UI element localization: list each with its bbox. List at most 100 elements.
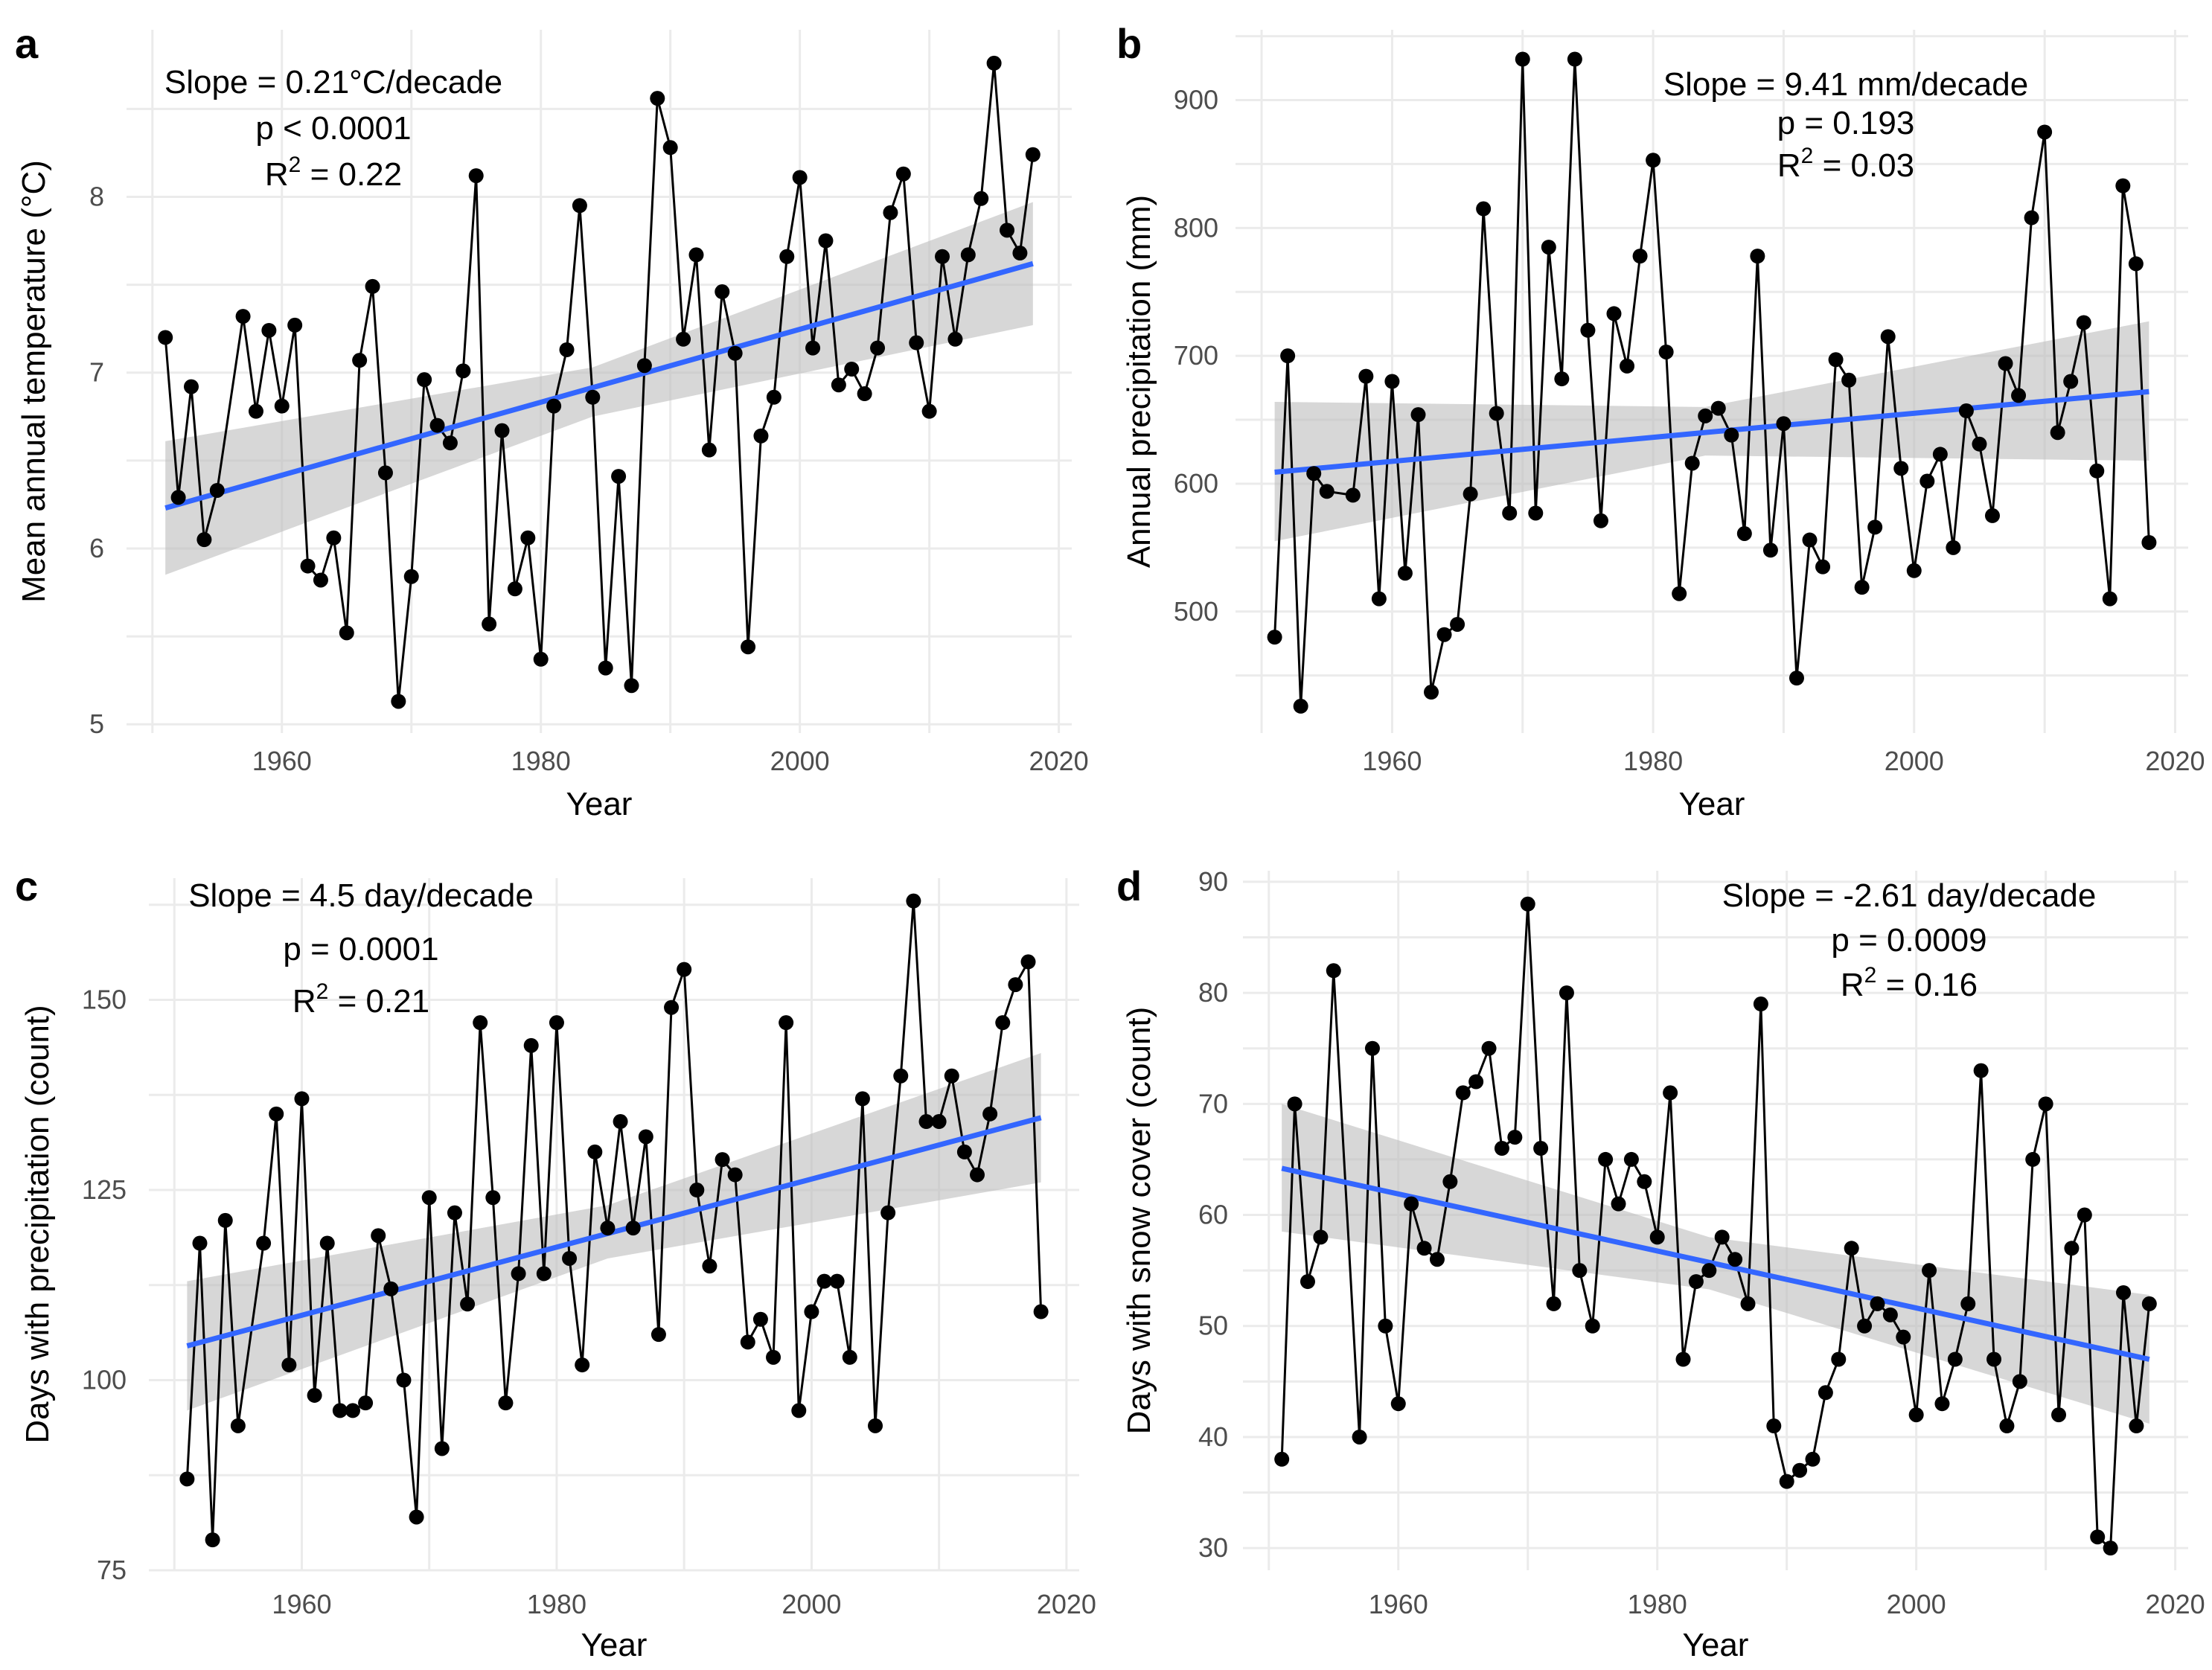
data-point (1841, 372, 1857, 388)
data-point (2115, 178, 2131, 193)
data-point (689, 1183, 705, 1198)
data-point (1986, 1351, 2002, 1367)
data-point (752, 1311, 768, 1327)
data-point (417, 372, 432, 388)
p-annotation: p < 0.0001 (255, 110, 411, 147)
data-point (829, 1273, 845, 1289)
data-point (1546, 1296, 1561, 1311)
data-point (1293, 698, 1308, 714)
data-point (918, 1114, 934, 1130)
data-point (1424, 685, 1439, 700)
data-point (1397, 566, 1413, 581)
data-point (779, 249, 795, 264)
data-point (857, 386, 872, 402)
y-tick-label: 700 (1174, 340, 1218, 371)
data-point (1750, 249, 1765, 264)
data-point (1736, 525, 1752, 541)
data-point (624, 678, 639, 694)
data-point (1012, 246, 1028, 261)
data-point (507, 581, 522, 597)
y-tick-label: 70 (1198, 1088, 1228, 1119)
data-point (1442, 1174, 1458, 1189)
data-point (1688, 1274, 1704, 1290)
data-point (1559, 985, 1574, 1001)
data-point (1922, 1263, 1937, 1279)
data-point (921, 403, 937, 419)
data-point (702, 1258, 717, 1274)
data-point (1999, 1418, 2015, 1434)
data-point (1663, 1085, 1678, 1101)
data-point (396, 1372, 412, 1388)
data-point (562, 1250, 578, 1266)
data-point (1593, 513, 1608, 528)
data-point (982, 1106, 998, 1122)
data-point (1390, 1396, 1406, 1412)
data-point (1714, 1229, 1730, 1245)
data-point (1429, 1252, 1445, 1267)
data-point (170, 490, 186, 505)
data-point (1384, 374, 1400, 389)
panel-label: d (1116, 863, 1142, 909)
y-tick-label: 800 (1174, 212, 1218, 243)
data-point (1973, 1063, 1989, 1078)
data-point (536, 1266, 552, 1282)
slope-annotation: Slope = 0.21°C/decade (164, 64, 502, 100)
data-point (2141, 1296, 2157, 1311)
x-tick-label: 1960 (252, 746, 312, 776)
data-point (1960, 1296, 1976, 1311)
data-point (2103, 1541, 2118, 1556)
data-point (339, 625, 354, 641)
data-point (1919, 473, 1935, 489)
trend-line (164, 260, 1034, 511)
data-point (1274, 1451, 1290, 1467)
y-tick-label: 30 (1198, 1532, 1228, 1563)
data-point (662, 140, 678, 156)
data-point (1520, 896, 1535, 912)
data-point (1580, 322, 1596, 338)
data-point (1844, 1241, 1859, 1256)
r2-letter: R (293, 983, 316, 1020)
y-tick-label: 80 (1198, 977, 1228, 1008)
data-point (906, 893, 921, 909)
y-tick-label: 100 (82, 1365, 127, 1395)
data-point (482, 616, 497, 632)
x-axis-title: Year (566, 786, 633, 822)
data-point (895, 166, 911, 182)
data-point (494, 423, 510, 438)
panel-label: b (1116, 20, 1142, 67)
data-point (701, 442, 717, 458)
slope-annotation: Slope = 9.41 mm/decade (1663, 66, 2028, 103)
data-point (1637, 1174, 1652, 1189)
data-point (1481, 1040, 1497, 1056)
panel-b: 500 600 700 800 900 1960 1980 2000 2020 Year Annua… (1116, 20, 2205, 822)
data-point (217, 1212, 233, 1228)
data-point (960, 247, 976, 263)
data-point (403, 569, 419, 584)
data-point (766, 389, 781, 405)
x-axis-title: Year (1679, 786, 1745, 822)
data-point (2129, 1418, 2144, 1434)
data-point (2050, 425, 2065, 441)
panel-a: 5 6 7 8 1960 1980 2000 2020 Year Mean annual temp… (15, 20, 1089, 822)
data-point (2037, 124, 2053, 140)
x-tick-label: 1980 (527, 1589, 586, 1619)
data-point (183, 379, 199, 394)
x-tick-label: 2020 (1037, 1589, 1096, 1619)
data-point (1502, 505, 1518, 521)
data-point (1280, 348, 1296, 364)
data-point (1020, 954, 1036, 970)
data-point (1740, 1296, 1756, 1311)
data-point (572, 198, 587, 214)
data-point (727, 1167, 743, 1183)
data-point (1345, 487, 1361, 503)
r2-superscript: 2 (289, 153, 301, 177)
data-point (598, 660, 613, 676)
data-point (209, 482, 225, 498)
x-axis-title: Year (581, 1627, 648, 1663)
data-point (2077, 1207, 2092, 1223)
data-point (1352, 1429, 1367, 1445)
data-point (1776, 416, 1791, 432)
data-point (944, 1068, 959, 1084)
data-point (498, 1395, 514, 1411)
panel-label: c (15, 863, 38, 909)
